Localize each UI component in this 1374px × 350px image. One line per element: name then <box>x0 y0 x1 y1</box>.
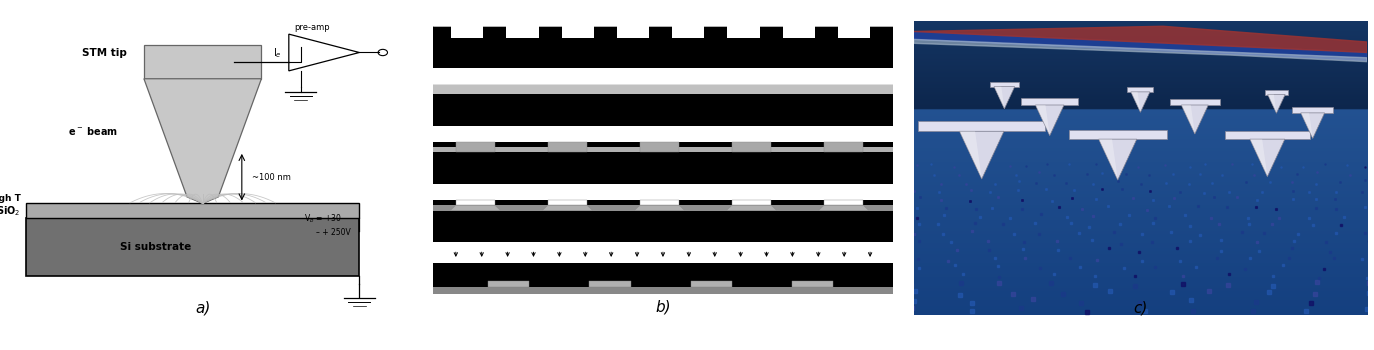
Polygon shape <box>914 26 1367 52</box>
Polygon shape <box>1301 113 1325 139</box>
Text: V$_b$ = +30: V$_b$ = +30 <box>305 213 342 225</box>
Polygon shape <box>1250 139 1267 177</box>
Text: pre-amp: pre-amp <box>294 23 330 32</box>
Bar <box>26 203 360 218</box>
Polygon shape <box>1268 94 1276 113</box>
Polygon shape <box>1131 92 1150 112</box>
Bar <box>824 142 863 152</box>
Bar <box>456 142 495 152</box>
Bar <box>433 84 893 126</box>
Bar <box>507 26 539 38</box>
Polygon shape <box>1131 92 1140 112</box>
Polygon shape <box>543 205 592 210</box>
Bar <box>26 218 360 276</box>
Bar <box>1265 90 1287 94</box>
Bar <box>640 199 679 205</box>
Bar <box>691 281 732 287</box>
Polygon shape <box>1250 139 1285 177</box>
Bar <box>617 26 649 38</box>
Bar <box>433 287 893 294</box>
Bar <box>589 281 631 287</box>
Polygon shape <box>993 87 1015 109</box>
Bar <box>1128 88 1153 92</box>
Text: ~100 nm: ~100 nm <box>251 173 290 182</box>
Bar <box>672 26 705 38</box>
Text: SiO$_2$: SiO$_2$ <box>0 204 21 218</box>
Bar <box>433 205 893 210</box>
Polygon shape <box>959 131 982 179</box>
Polygon shape <box>218 79 261 197</box>
Bar <box>918 121 1046 131</box>
Polygon shape <box>144 79 261 203</box>
Polygon shape <box>1099 139 1136 180</box>
Text: high T: high T <box>0 194 21 203</box>
Bar <box>1293 107 1333 113</box>
Polygon shape <box>914 40 1367 62</box>
Bar <box>1169 99 1220 105</box>
Bar <box>1069 130 1167 139</box>
Text: – + 250V: – + 250V <box>316 228 350 237</box>
Polygon shape <box>1182 105 1195 134</box>
Bar <box>144 44 261 79</box>
Bar <box>488 281 529 287</box>
Bar <box>548 199 587 205</box>
Bar <box>562 26 594 38</box>
Bar <box>451 26 484 38</box>
Text: Cl2 RIE: Cl2 RIE <box>649 234 677 244</box>
Text: a): a) <box>195 300 210 315</box>
Bar <box>433 147 893 152</box>
Bar <box>727 26 760 38</box>
Text: c): c) <box>1134 300 1147 315</box>
Bar <box>433 84 893 94</box>
Polygon shape <box>1036 105 1063 136</box>
Polygon shape <box>959 131 1004 179</box>
Text: I$_e$: I$_e$ <box>273 47 282 60</box>
Polygon shape <box>727 205 776 210</box>
Polygon shape <box>914 32 1367 60</box>
Polygon shape <box>819 205 868 210</box>
Text: STM tip: STM tip <box>82 48 128 57</box>
Polygon shape <box>1182 105 1208 134</box>
Bar <box>433 142 893 184</box>
Bar <box>1226 131 1309 139</box>
Bar <box>989 82 1020 87</box>
Polygon shape <box>1036 105 1050 136</box>
Bar <box>433 262 893 294</box>
Bar <box>783 26 815 38</box>
Bar <box>732 142 771 152</box>
Polygon shape <box>635 205 684 210</box>
Polygon shape <box>1268 94 1285 113</box>
Bar <box>732 199 771 205</box>
Polygon shape <box>451 205 500 210</box>
Text: b): b) <box>655 299 671 314</box>
Bar <box>640 142 679 152</box>
Text: Si substrate: Si substrate <box>120 242 191 252</box>
Polygon shape <box>1099 139 1118 180</box>
Bar <box>824 199 863 205</box>
Polygon shape <box>993 87 1004 109</box>
Bar <box>433 199 893 241</box>
Bar <box>791 281 833 287</box>
Bar <box>456 199 495 205</box>
Bar <box>433 26 893 68</box>
Text: e$^-$ beam: e$^-$ beam <box>67 125 118 137</box>
Polygon shape <box>289 34 360 71</box>
Bar <box>838 26 870 38</box>
Bar <box>1021 98 1079 105</box>
Polygon shape <box>1301 113 1312 139</box>
Bar <box>548 142 587 152</box>
